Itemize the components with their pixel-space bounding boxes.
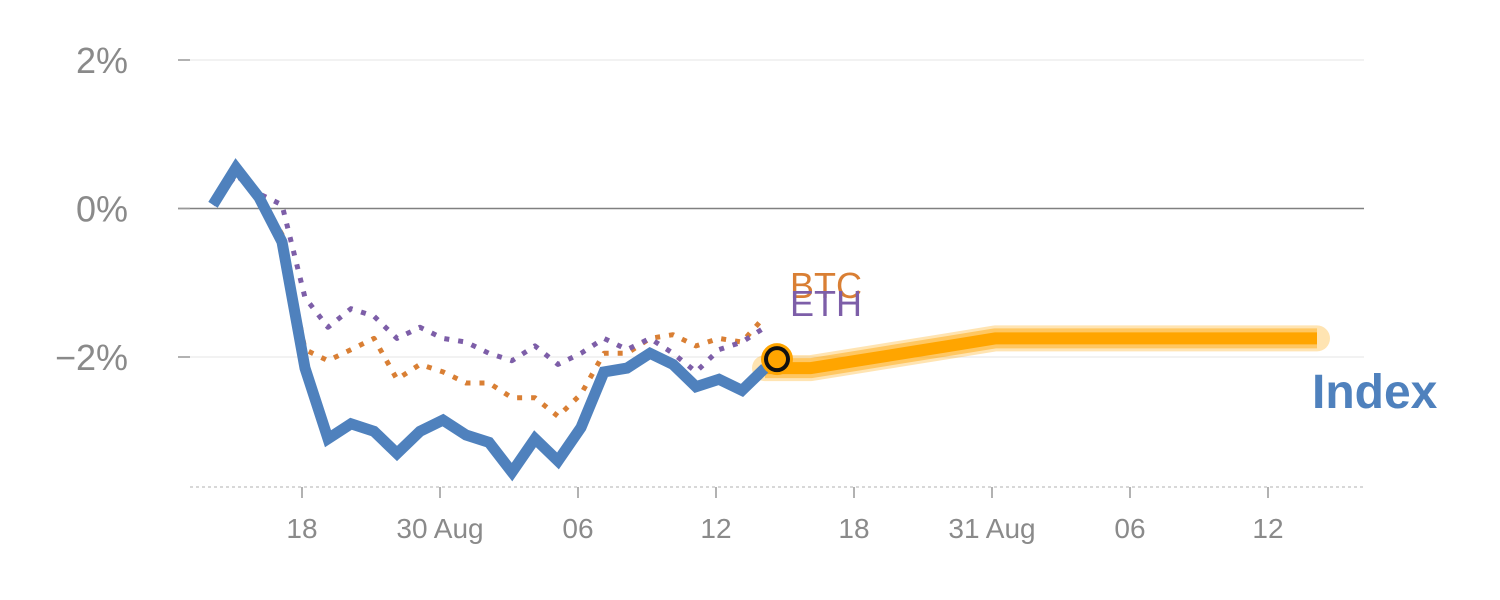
- x-tick-label: 06: [562, 513, 593, 544]
- btc-line: [211, 168, 767, 419]
- btc-series-label: BTC: [790, 265, 862, 306]
- y-tick-label: 0%: [76, 189, 128, 230]
- current-point-marker: [764, 346, 790, 373]
- x-tick-label: 30 Aug: [396, 513, 483, 544]
- index-line: [208, 158, 769, 482]
- eth-series-label: ETH: [790, 283, 862, 324]
- x-tick-label: 18: [286, 513, 317, 544]
- grid-layer: [178, 59, 1364, 358]
- x-tick-label: 31 Aug: [948, 513, 1035, 544]
- forecast-line: [765, 332, 1317, 375]
- x-tick-label: 18: [838, 513, 869, 544]
- x-tick-label: 12: [1252, 513, 1283, 544]
- y-tick-label: 2%: [76, 40, 128, 81]
- index-series-label: Index: [1312, 366, 1438, 419]
- y-tick-label: −2%: [55, 337, 128, 378]
- x-tick-label: 12: [700, 513, 731, 544]
- x-tick-label: 06: [1114, 513, 1145, 544]
- axes-layer: 2% 0% −2% 18 30 Aug 06 12 18 31 Aug 06 12: [55, 40, 1364, 544]
- series-labels: BTC ETH Index: [790, 265, 1438, 419]
- series-layer: [208, 158, 1330, 482]
